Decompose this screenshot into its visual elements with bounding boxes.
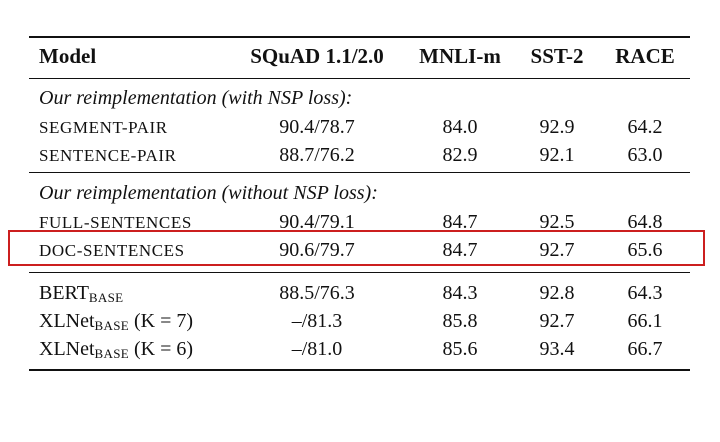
row-sst2: 92.8 — [539, 282, 575, 304]
row-mnli: 85.8 — [442, 310, 478, 332]
row-squad: 88.5/76.3 — [279, 282, 355, 304]
row-squad: 90.6/79.7 — [279, 239, 355, 261]
top-rule — [29, 36, 690, 38]
row-mnli: 84.3 — [442, 282, 478, 304]
row-squad: 88.7/76.2 — [279, 144, 355, 166]
baseline-model: XLNetBASE (K = 6) — [39, 338, 194, 361]
row-sst2: 93.4 — [539, 338, 575, 360]
header-sst2: SST-2 — [530, 44, 584, 68]
highlight-box — [8, 230, 705, 266]
header-rule — [29, 78, 690, 79]
header-race: RACE — [615, 44, 675, 68]
header-mnli: MNLI-m — [419, 44, 501, 68]
row-sst2: 92.7 — [539, 310, 575, 332]
header-squad: SQuAD 1.1/2.0 — [250, 44, 384, 68]
bottom-rule — [29, 369, 690, 371]
row-sst2: 92.5 — [539, 211, 575, 233]
row-race: 63.0 — [627, 144, 663, 166]
row-squad: –/81.3 — [291, 310, 343, 332]
baseline-model: BERTBASE — [39, 282, 124, 305]
row-model: SENTENCE-PAIR — [39, 146, 177, 165]
row-sst2: 92.1 — [539, 144, 575, 166]
row-race: 64.3 — [627, 282, 663, 304]
row-mnli: 84.7 — [442, 239, 478, 261]
row-squad: 90.4/79.1 — [279, 211, 355, 233]
group-title: Our reimplementation (without NSP loss): — [39, 182, 378, 204]
row-mnli: 82.9 — [442, 144, 478, 166]
row-mnli: 84.7 — [442, 211, 478, 233]
row-model: DOC-SENTENCES — [39, 241, 185, 260]
row-squad: 90.4/78.7 — [279, 116, 355, 138]
row-model: FULL-SENTENCES — [39, 213, 192, 232]
row-mnli: 85.6 — [442, 338, 478, 360]
row-squad: –/81.0 — [291, 338, 343, 360]
row-mnli: 84.0 — [442, 116, 478, 138]
row-race: 64.2 — [627, 116, 663, 138]
group-title: Our reimplementation (with NSP loss): — [39, 87, 353, 109]
baseline-rule — [29, 272, 690, 273]
baseline-model: XLNetBASE (K = 7) — [39, 310, 194, 333]
row-model: SEGMENT-PAIR — [39, 118, 168, 137]
row-sst2: 92.7 — [539, 239, 575, 261]
row-race: 65.6 — [627, 239, 663, 261]
row-race: 66.1 — [627, 310, 663, 332]
header-model: Model — [39, 44, 97, 68]
group-rule — [29, 172, 690, 173]
row-race: 64.8 — [627, 211, 663, 233]
row-sst2: 92.9 — [539, 116, 575, 138]
row-race: 66.7 — [627, 338, 663, 360]
